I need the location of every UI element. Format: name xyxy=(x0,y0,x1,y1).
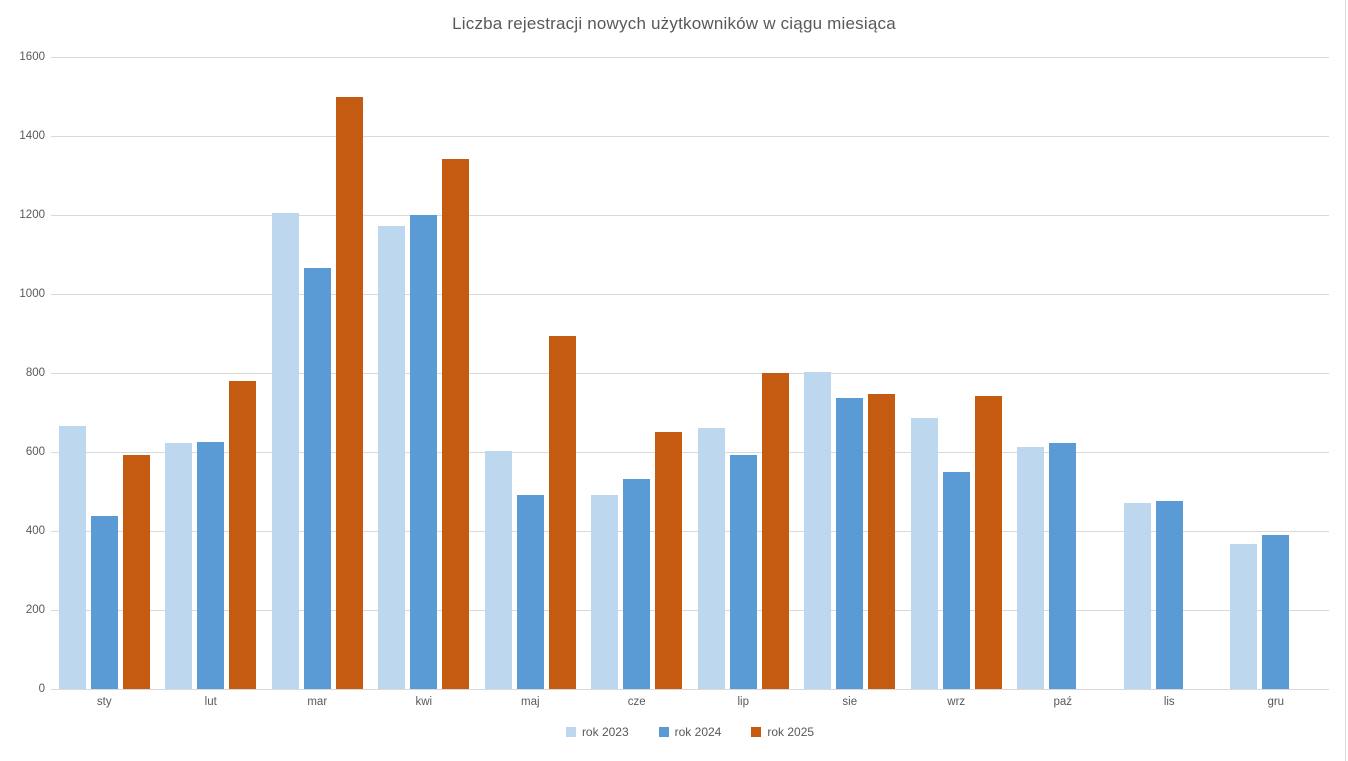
y-tick-label-600: 600 xyxy=(25,446,45,458)
bar-group-maj xyxy=(477,57,584,689)
bar-group-cze xyxy=(584,57,691,689)
bar-rok-2024-gru xyxy=(1262,535,1290,689)
bar-rok-2024-kwi xyxy=(410,214,438,689)
bar-rok-2024-cze xyxy=(623,478,651,689)
gridline-600 xyxy=(51,452,1329,453)
x-tick-label-lut: lut xyxy=(204,696,217,708)
bar-rok-2024-sty xyxy=(90,516,118,689)
bar-rok-2023-sty xyxy=(58,425,86,689)
bar-rok-2025-lut xyxy=(229,381,257,689)
bar-group-wrz xyxy=(903,57,1010,689)
legend-item-rok-2023: rok 2023 xyxy=(565,725,629,739)
bar-rok-2025-sie xyxy=(868,393,896,689)
x-tick-label-sie: sie xyxy=(842,696,858,708)
gridline-1600 xyxy=(51,57,1329,58)
y-tick-label-1000: 1000 xyxy=(19,288,45,300)
y-tick-label-400: 400 xyxy=(25,525,45,537)
legend-swatch-icon xyxy=(751,727,762,737)
bar-rok-2024-mar xyxy=(303,267,331,689)
bar-group-kwi xyxy=(371,57,478,689)
bar-rok-2023-paź xyxy=(1017,447,1045,689)
bar-group-lip xyxy=(690,57,797,689)
y-tick-label-800: 800 xyxy=(25,367,45,379)
bar-rok-2024-paź xyxy=(1049,443,1077,689)
x-tick-label-lis: lis xyxy=(1163,696,1175,708)
bar-group-paź xyxy=(1010,57,1117,689)
bar-group-lut xyxy=(158,57,265,689)
x-tick-label-gru: gru xyxy=(1267,696,1285,708)
bar-rok-2023-mar xyxy=(271,213,299,689)
y-tick-label-1400: 1400 xyxy=(19,130,45,142)
x-tick-label-lip: lip xyxy=(737,696,749,708)
x-tick-label-paź: paź xyxy=(1053,696,1073,708)
bar-rok-2025-sty xyxy=(122,454,150,689)
bar-rok-2023-kwi xyxy=(378,225,406,689)
bar-rok-2023-cze xyxy=(591,495,619,689)
x-axis: sty lut mar kwi maj cze lip sie wrz paź lis gru xyxy=(51,696,1329,708)
bar-rok-2025-mar xyxy=(335,96,363,689)
gridline-200 xyxy=(51,610,1329,611)
gridline-800 xyxy=(51,373,1329,374)
bar-rok-2024-lip xyxy=(729,454,757,689)
gridline-1400 xyxy=(51,136,1329,137)
legend-label: rok 2023 xyxy=(581,725,629,739)
chart-frame-right-border xyxy=(1345,0,1346,761)
x-tick-label-kwi: kwi xyxy=(415,696,433,708)
bar-rok-2023-lut xyxy=(165,443,193,689)
bar-rok-2023-maj xyxy=(484,451,512,689)
legend: rok 2023 rok 2024 rok 2025 xyxy=(51,725,1329,739)
bar-rok-2023-sie xyxy=(804,372,832,689)
y-tick-label-200: 200 xyxy=(25,604,45,616)
x-tick-label-sty: sty xyxy=(96,696,112,708)
x-tick-label-wrz: wrz xyxy=(947,696,966,708)
bar-rok-2023-gru xyxy=(1230,544,1258,689)
bar-rok-2023-lis xyxy=(1123,503,1151,689)
bar-rok-2025-cze xyxy=(655,432,683,689)
bar-groups xyxy=(51,57,1329,689)
bar-rok-2025-lip xyxy=(761,373,789,689)
bar-rok-2025-maj xyxy=(548,335,576,689)
gridline-1000 xyxy=(51,294,1329,295)
x-tick-label-maj: maj xyxy=(520,696,540,708)
plot-area xyxy=(51,57,1329,690)
bar-rok-2024-lut xyxy=(197,442,225,689)
gridline-400 xyxy=(51,531,1329,532)
legend-label: rok 2024 xyxy=(674,725,722,739)
bar-rok-2023-lip xyxy=(697,427,725,689)
gridline-1200 xyxy=(51,215,1329,216)
legend-swatch-icon xyxy=(565,727,576,737)
y-axis: 0 200 400 600 800 1000 1200 1400 1600 xyxy=(0,51,45,695)
bar-rok-2025-kwi xyxy=(442,159,470,689)
y-tick-label-1600: 1600 xyxy=(19,51,45,63)
legend-swatch-icon xyxy=(658,727,669,737)
bar-group-lis xyxy=(1116,57,1223,689)
y-tick-label-0: 0 xyxy=(38,683,45,695)
bar-group-sty xyxy=(51,57,158,689)
y-tick-label-1200: 1200 xyxy=(19,209,45,221)
bar-group-sie xyxy=(797,57,904,689)
bar-rok-2024-maj xyxy=(516,495,544,689)
bar-rok-2024-lis xyxy=(1155,501,1183,689)
bar-rok-2024-sie xyxy=(836,397,864,689)
x-tick-label-cze: cze xyxy=(627,696,646,708)
bar-rok-2023-wrz xyxy=(910,418,938,689)
x-axis-line xyxy=(51,689,1329,690)
bar-group-gru xyxy=(1223,57,1330,689)
legend-item-rok-2025: rok 2025 xyxy=(751,725,814,739)
x-tick-label-mar: mar xyxy=(307,696,328,708)
bar-rok-2025-wrz xyxy=(974,395,1002,689)
chart-title: Liczba rejestracji nowych użytkowników w… xyxy=(452,14,896,33)
bar-group-mar xyxy=(264,57,371,689)
legend-label: rok 2025 xyxy=(767,725,815,739)
legend-item-rok-2024: rok 2024 xyxy=(658,725,722,739)
bar-rok-2024-wrz xyxy=(942,471,970,689)
